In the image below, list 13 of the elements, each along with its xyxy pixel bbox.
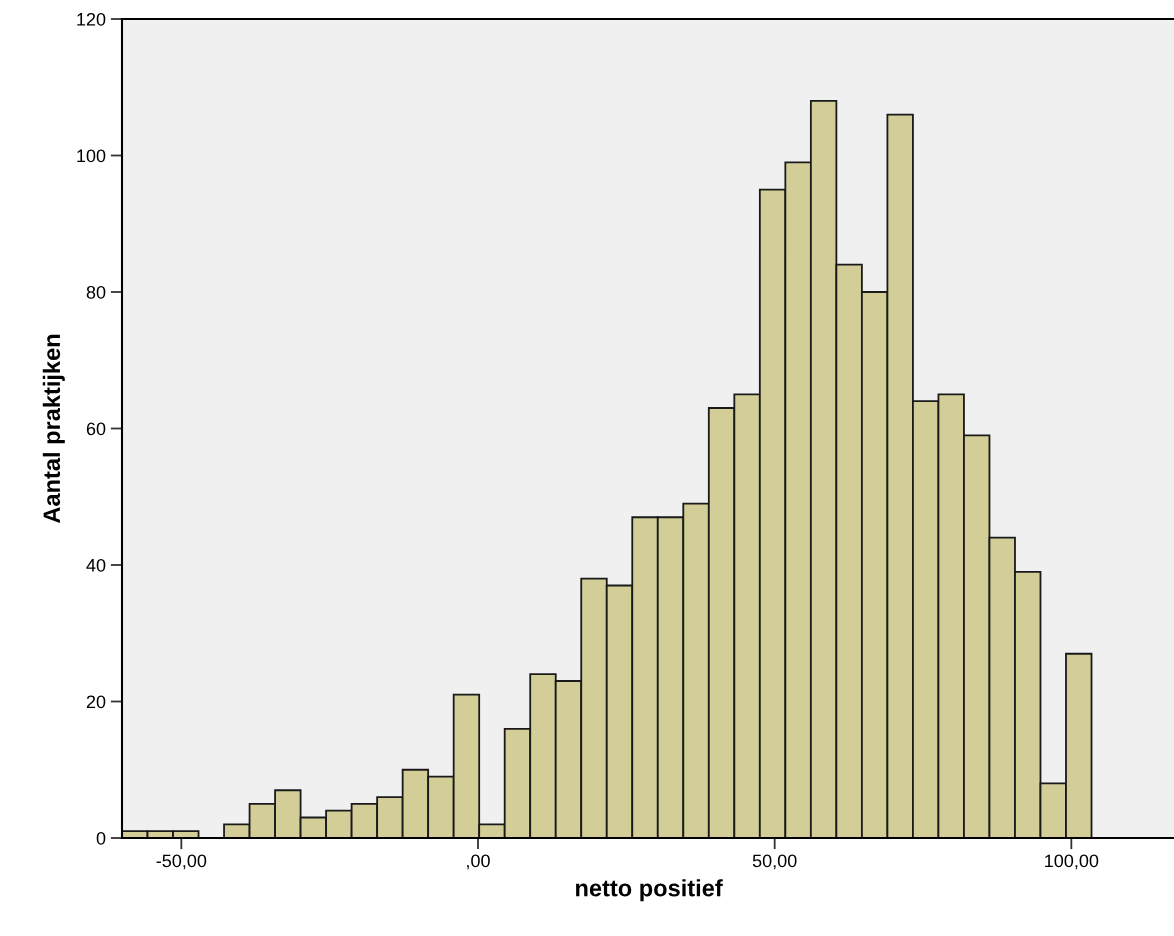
y-axis-title: Aantal praktijken [42,334,65,524]
y-tick-label: 60 [86,422,106,436]
x-tick-label: ,00 [467,854,490,870]
y-tick-label: 120 [77,12,106,26]
x-tick-label: 100,00 [1045,854,1099,870]
x-axis-title: netto positief [576,879,723,902]
y-tick-label: 20 [86,695,106,709]
y-tick-label: 40 [86,558,106,572]
x-tick-label: 50,00 [752,854,797,870]
y-tick-label: 80 [86,285,106,299]
x-tick-label: -50,00 [156,854,207,870]
y-tick-label: 100 [77,149,106,163]
y-tick-label: 0 [96,831,106,845]
